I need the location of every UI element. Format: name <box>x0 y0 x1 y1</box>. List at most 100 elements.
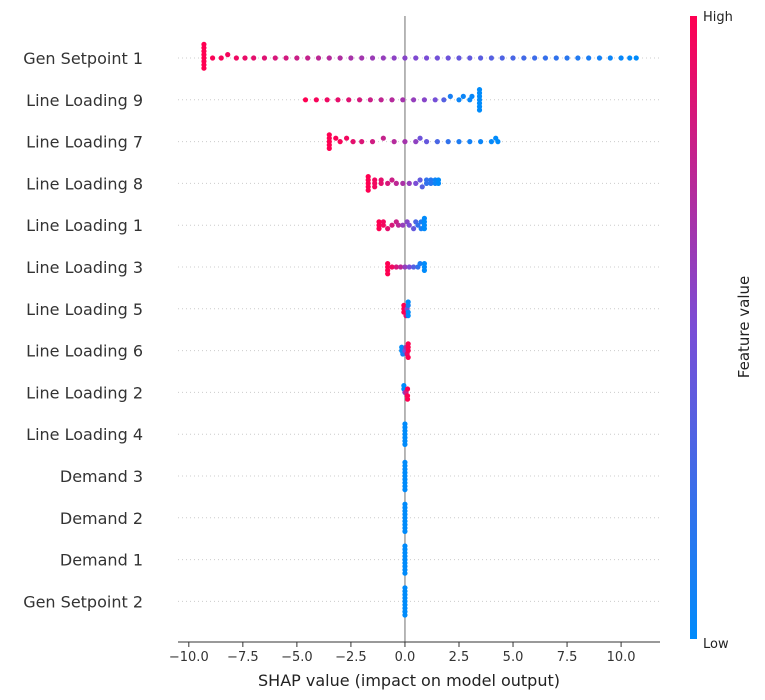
shap-point <box>350 139 356 145</box>
shap-point <box>402 139 408 145</box>
x-tick-label: 10.0 <box>607 650 636 665</box>
shap-point <box>417 261 423 267</box>
shap-point <box>324 97 330 103</box>
shap-point <box>359 139 365 145</box>
shap-point <box>421 97 428 103</box>
shap-point <box>402 441 408 447</box>
shap-point <box>469 93 475 99</box>
shap-point <box>380 55 386 61</box>
shap-point <box>421 267 428 273</box>
shap-point <box>421 226 428 232</box>
shap-point <box>242 55 248 61</box>
x-tick-label: 7.5 <box>557 650 578 665</box>
shap-point <box>417 177 423 183</box>
shap-point <box>225 52 231 58</box>
x-tick-label: −7.5 <box>227 650 259 665</box>
shap-point <box>532 55 538 61</box>
shap-point <box>410 264 417 270</box>
shap-point <box>402 487 408 493</box>
shap-point <box>447 93 453 99</box>
shap-point <box>385 271 391 277</box>
feature-label: Line Loading 4 <box>26 425 143 444</box>
feature-label: Line Loading 7 <box>26 133 143 152</box>
shap-point <box>586 55 592 61</box>
colorbar-title: Feature value <box>735 276 753 378</box>
shap-point <box>542 55 549 61</box>
feature-label: Demand 1 <box>60 551 143 570</box>
shap-point <box>359 55 365 61</box>
shap-point <box>456 139 462 145</box>
shap-point <box>445 139 451 145</box>
shap-point <box>434 55 440 61</box>
feature-label: Gen Setpoint 1 <box>23 49 143 68</box>
shap-point <box>233 55 239 61</box>
feature-label: Line Loading 3 <box>26 258 143 277</box>
shap-point <box>423 180 430 186</box>
shap-point <box>510 55 516 61</box>
shap-point <box>400 222 406 228</box>
shap-point <box>305 55 311 61</box>
shap-point <box>402 612 408 618</box>
shap-point <box>402 264 408 270</box>
shap-point <box>398 264 404 270</box>
colorbar: High Low Feature value <box>690 10 753 652</box>
shap-point <box>404 386 411 392</box>
shap-point <box>410 226 417 232</box>
shap-point <box>378 180 384 186</box>
shap-point <box>391 55 397 61</box>
shap-point <box>261 55 268 61</box>
shap-point <box>467 139 473 145</box>
shap-point <box>423 55 430 61</box>
colorbar-low-label: Low <box>703 637 729 652</box>
shap-point <box>395 222 402 228</box>
shap-point <box>326 55 332 61</box>
shap-point <box>402 570 408 576</box>
shap-point <box>441 97 447 103</box>
x-tick-label: 0.0 <box>395 650 416 665</box>
shap-point <box>209 55 216 61</box>
feature-label: Gen Setpoint 2 <box>23 592 143 611</box>
shap-point <box>405 348 411 354</box>
feature-label: Line Loading 5 <box>26 300 143 319</box>
shap-point <box>553 55 559 61</box>
x-tick-label: 2.5 <box>449 650 470 665</box>
shap-point <box>495 139 501 145</box>
shap-point <box>417 135 423 141</box>
shap-point <box>423 139 430 145</box>
shap-point <box>337 55 343 61</box>
shap-point <box>385 180 391 186</box>
shap-point <box>369 139 376 145</box>
shap-point <box>415 222 421 228</box>
shap-point <box>201 65 207 71</box>
shap-point <box>389 177 395 183</box>
shap-point <box>378 97 384 103</box>
shap-point <box>478 139 484 145</box>
shap-point <box>393 264 399 270</box>
shap-point <box>348 55 354 61</box>
feature-label: Demand 3 <box>60 467 143 486</box>
shap-point <box>402 55 408 61</box>
shap-point <box>499 55 505 61</box>
shap-point <box>456 97 462 103</box>
shap-point <box>596 55 603 61</box>
shap-point <box>413 55 419 61</box>
data-points <box>201 41 639 618</box>
shap-point <box>406 264 412 270</box>
shap-point <box>564 55 570 61</box>
shap-point <box>369 55 376 61</box>
shap-point <box>337 139 343 145</box>
shap-point <box>302 97 309 103</box>
colorbar-high-label: High <box>703 10 733 25</box>
shap-point <box>343 135 350 141</box>
shap-point <box>460 93 466 99</box>
shap-point <box>445 55 451 61</box>
x-tick-label: −10.0 <box>169 650 209 665</box>
shap-point <box>456 55 462 61</box>
shap-point <box>218 55 224 61</box>
x-tick-label: 5.0 <box>503 650 524 665</box>
shap-point <box>410 97 417 103</box>
shap-point <box>402 528 408 535</box>
shap-point <box>405 354 411 360</box>
shap-point <box>400 180 406 186</box>
x-tick-label: −2.5 <box>335 650 367 665</box>
